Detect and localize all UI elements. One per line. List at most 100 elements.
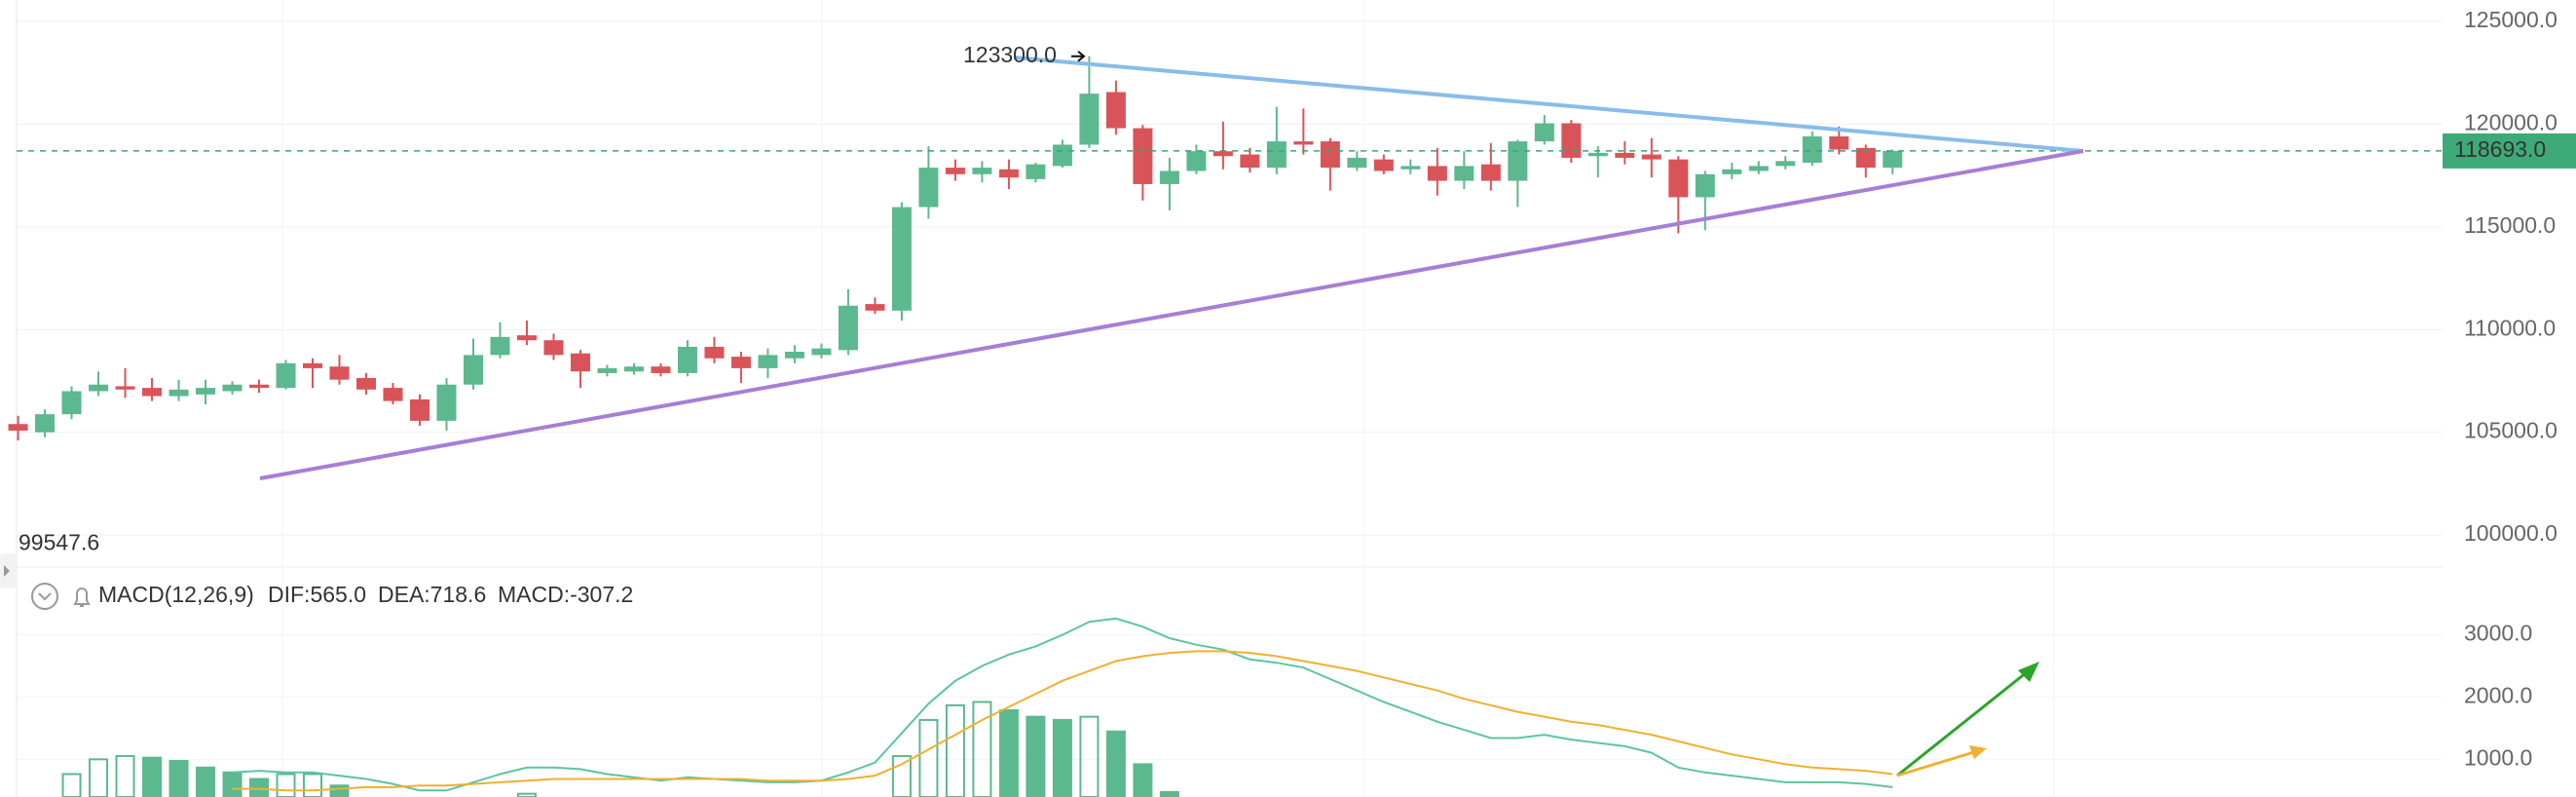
chevron bbox=[38, 592, 52, 601]
arrow-up-green bbox=[1896, 666, 2033, 778]
macd-bar bbox=[891, 754, 912, 797]
candle-body bbox=[1883, 150, 1903, 169]
candle-body bbox=[1320, 141, 1340, 169]
y-tick-label: 110000.0 bbox=[2464, 315, 2556, 340]
candle-body bbox=[516, 335, 537, 341]
candle-body bbox=[1615, 152, 1635, 158]
candle-body bbox=[811, 348, 832, 356]
macd-bar bbox=[1079, 715, 1100, 797]
macd-bar bbox=[945, 703, 965, 797]
min-label: 99547.6 bbox=[19, 530, 99, 555]
marks bbox=[8, 56, 2443, 797]
macd-bar bbox=[303, 773, 323, 797]
candle-body bbox=[570, 353, 590, 372]
macd-bar bbox=[329, 784, 350, 797]
toggle-icon[interactable] bbox=[31, 583, 58, 610]
y-tick-label: 100000.0 bbox=[2464, 520, 2557, 546]
macd-bar bbox=[918, 718, 939, 797]
candle-body bbox=[436, 384, 457, 421]
candle-body bbox=[1105, 92, 1126, 129]
collapse-icon bbox=[4, 565, 10, 577]
candle-body bbox=[1802, 136, 1822, 164]
arrow-up-orange bbox=[1896, 749, 1978, 778]
candle-body bbox=[1159, 171, 1179, 184]
candle-body bbox=[1534, 123, 1554, 142]
indicator-title: MACD(12,26,9) bbox=[98, 582, 254, 607]
candle-body bbox=[891, 207, 912, 311]
candle-body bbox=[249, 384, 270, 389]
macd-line bbox=[232, 617, 1893, 792]
bell-icon[interactable] bbox=[73, 588, 91, 607]
candle-body bbox=[1400, 166, 1421, 170]
candle-body bbox=[1026, 164, 1046, 179]
candle-body bbox=[142, 388, 163, 397]
macd-bar bbox=[61, 773, 82, 797]
macd-bar bbox=[142, 756, 163, 797]
candle-body bbox=[1079, 94, 1100, 145]
macd-bar bbox=[168, 760, 189, 797]
candle-body bbox=[196, 388, 216, 395]
candle-body bbox=[1266, 141, 1287, 169]
candle-body bbox=[1695, 173, 1715, 198]
candle-body bbox=[1722, 169, 1742, 174]
candle-body bbox=[1508, 141, 1528, 181]
y-tick-label: 3000.0 bbox=[2464, 621, 2532, 646]
candle-body bbox=[1186, 151, 1207, 171]
candle-body bbox=[35, 414, 56, 433]
candle-body bbox=[1668, 159, 1689, 198]
macd-bar bbox=[998, 708, 1019, 797]
y-tick-label: 125000.0 bbox=[2464, 7, 2557, 32]
macd-bar bbox=[222, 771, 243, 797]
y-tick-label: 120000.0 bbox=[2464, 109, 2557, 134]
arrow-head bbox=[1969, 745, 1987, 759]
candle-body bbox=[463, 355, 483, 385]
max-arrow bbox=[1071, 51, 1086, 62]
axis-panel bbox=[2443, 0, 2576, 797]
candle-body bbox=[758, 355, 778, 368]
macd-bar bbox=[89, 758, 109, 797]
candle-body bbox=[1480, 164, 1501, 181]
candle-body bbox=[1587, 152, 1608, 157]
macd-bar bbox=[1159, 790, 1179, 797]
candle-body bbox=[329, 366, 350, 380]
candle-body bbox=[998, 169, 1019, 178]
y-tick-label: 1000.0 bbox=[2464, 744, 2532, 770]
candle-body bbox=[677, 346, 697, 373]
candle-body bbox=[1829, 136, 1849, 150]
candle-body bbox=[61, 391, 82, 415]
candle-body bbox=[89, 384, 109, 392]
candle-body bbox=[1561, 123, 1582, 158]
candle-body bbox=[1347, 157, 1367, 169]
legend-macd: MACD:-307.2 bbox=[498, 582, 633, 607]
candle-body bbox=[168, 389, 189, 397]
candle-body bbox=[1641, 154, 1661, 160]
candle-body bbox=[1775, 161, 1796, 167]
macd-bar bbox=[1026, 715, 1046, 797]
candle-body bbox=[1240, 154, 1260, 169]
candle-body bbox=[409, 398, 429, 421]
drawings bbox=[259, 56, 2084, 778]
candle-body bbox=[222, 384, 243, 392]
candle-body bbox=[730, 357, 751, 368]
candle-body bbox=[1373, 159, 1394, 171]
legend-dif: DIF:565.0 bbox=[268, 582, 366, 607]
candle-body bbox=[1293, 141, 1314, 145]
candle-body bbox=[490, 336, 510, 356]
candle-body bbox=[784, 352, 804, 359]
candle-body bbox=[651, 366, 671, 373]
candle-body bbox=[115, 386, 135, 390]
max-label: 123300.0 bbox=[963, 42, 1057, 67]
macd-bar bbox=[196, 766, 216, 797]
candle-body bbox=[276, 362, 296, 389]
last-price-box bbox=[2443, 133, 2576, 169]
macd-bar bbox=[1133, 763, 1153, 797]
candle-body bbox=[865, 304, 885, 311]
candle-body bbox=[1052, 144, 1072, 167]
candle-body bbox=[8, 424, 28, 431]
macd-line bbox=[232, 650, 1893, 792]
candle-body bbox=[543, 340, 564, 356]
arrow-head bbox=[2018, 662, 2039, 682]
candle-body bbox=[383, 388, 403, 401]
